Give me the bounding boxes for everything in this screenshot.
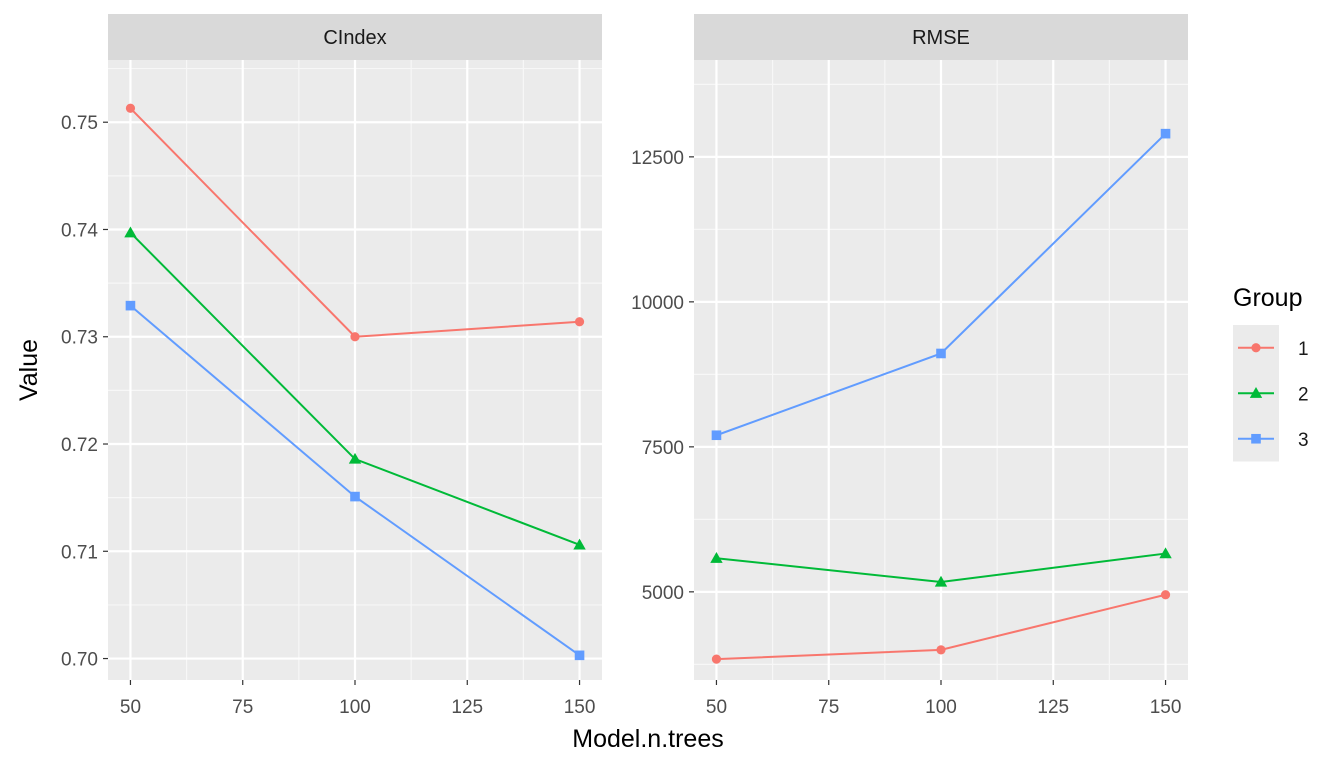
data-point-group-1: [936, 645, 946, 655]
y-tick-label: 0.70: [61, 650, 98, 671]
legend-label: 1: [1298, 339, 1309, 360]
panels: CIndex 50 75 100 125 150 0.70 0.71 0.72 0.73 0.74 0…: [61, 14, 1188, 718]
legend-key-marker: [1251, 433, 1261, 444]
x-tick-label: 50: [120, 697, 141, 718]
data-point-group-2: [573, 538, 586, 550]
y-axis-title: Value: [15, 339, 43, 401]
strip-label: RMSE: [912, 27, 970, 49]
y-tick-label: 10000: [631, 293, 684, 314]
x-tick-label: 125: [451, 697, 483, 718]
strip-background: [108, 14, 602, 60]
x-tick-label: 75: [232, 697, 253, 718]
legend-item-group-3: 3: [1233, 416, 1309, 462]
legend-label: 3: [1298, 430, 1309, 451]
panel-rmse: RMSE 50 75 100 125 150 5000 7500 10000 12500: [631, 14, 1188, 718]
strip-label: CIndex: [323, 27, 386, 49]
y-tick-label: 5000: [642, 583, 684, 604]
data-point-group-2: [1159, 547, 1172, 559]
x-tick-label: 150: [1150, 697, 1182, 718]
legend-key-marker: [1251, 343, 1261, 353]
y-tick-label: 7500: [642, 438, 684, 459]
x-axis-title: Model.n.trees: [572, 725, 723, 753]
legend-key-marker: [1249, 387, 1263, 398]
x-tick-label: 125: [1037, 697, 1069, 718]
data-point-group-2: [348, 452, 362, 464]
data-point-group-3: [574, 650, 585, 661]
y-tick-label: 0.72: [61, 435, 98, 456]
data-point-group-3: [350, 491, 360, 502]
data-point-group-2: [934, 575, 948, 587]
data-point-group-1: [350, 332, 360, 342]
data-point-group-1: [574, 317, 585, 327]
x-tick-label: 100: [925, 697, 957, 718]
data-point-group-1: [711, 654, 722, 664]
data-point-group-2: [710, 552, 723, 563]
y-tick-label: 0.71: [61, 542, 98, 563]
legend: Group 1 2 3: [1233, 284, 1309, 462]
y-tick-label: 0.75: [61, 113, 98, 134]
legend-title: Group: [1233, 284, 1302, 312]
data-point-group-3: [711, 430, 722, 441]
x-tick-label: 50: [706, 697, 727, 718]
strip-background: [694, 14, 1188, 60]
x-tick-label: 75: [818, 697, 839, 718]
data-point-group-1: [125, 103, 136, 113]
legend-item-group-2: 2: [1233, 370, 1309, 416]
y-tick-label: 0.73: [61, 328, 98, 349]
x-tick-label: 150: [564, 697, 596, 718]
data-point-group-2: [124, 226, 137, 238]
data-point-group-3: [1160, 128, 1171, 139]
panel-cindex: CIndex 50 75 100 125 150 0.70 0.71 0.72 0.73 0.74 0…: [61, 14, 602, 718]
data-point-group-1: [1160, 590, 1171, 600]
legend-label: 2: [1298, 384, 1309, 405]
y-tick-label: 0.74: [61, 220, 98, 241]
legend-item-group-1: 1: [1233, 325, 1309, 371]
x-tick-label: 100: [339, 697, 371, 718]
y-tick-label: 12500: [631, 148, 684, 169]
data-point-group-3: [125, 300, 136, 311]
data-point-group-3: [936, 348, 946, 359]
